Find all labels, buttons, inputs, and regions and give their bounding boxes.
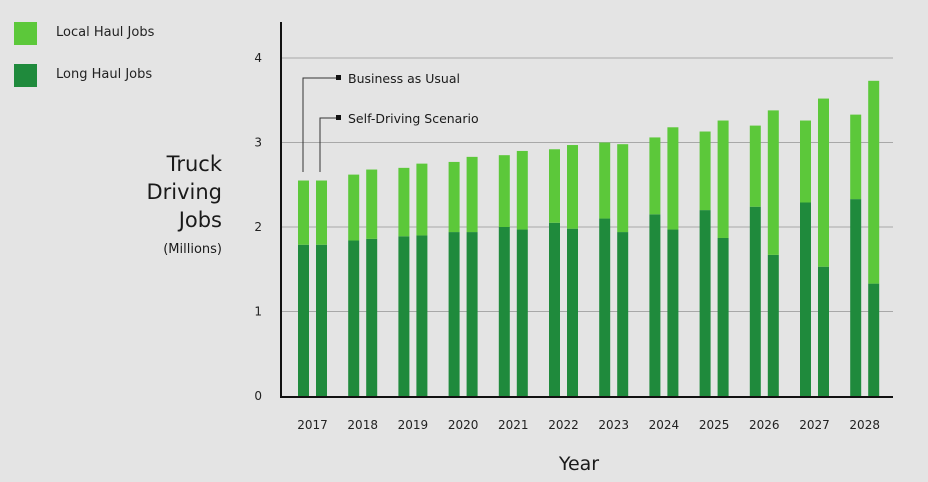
bar-selfdriving-local-haul-2027 [818, 98, 829, 267]
bar-selfdriving-long-haul-2019 [416, 235, 428, 396]
annotation-label-bau: Business as Usual [348, 71, 460, 86]
y-tick-label-3: 3 [254, 136, 262, 150]
legend-swatch-long-haul [14, 64, 37, 87]
legend-label-local-haul: Local Haul Jobs [56, 25, 155, 40]
bar-selfdriving-long-haul-2024 [667, 229, 679, 396]
legend-swatch-local-haul [14, 22, 37, 45]
bar-bau-local-haul-2019 [398, 167, 410, 237]
bar-bau-local-haul-2017 [298, 180, 309, 245]
bar-bau-long-haul-2018 [348, 240, 360, 396]
y-tick-label-2: 2 [254, 220, 262, 234]
y-axis-unit: (Millions) [163, 242, 222, 257]
bar-bau-local-haul-2026 [749, 125, 761, 207]
bar-selfdriving-local-haul-2017 [316, 180, 327, 245]
x-tick-label-2018: 2018 [347, 418, 378, 432]
legend-item-local-haul: Local Haul Jobs [14, 22, 214, 46]
bar-bau-local-haul-2024 [649, 137, 661, 215]
bar-selfdriving-local-haul-2026 [767, 110, 779, 255]
bar-selfdriving-local-haul-2024 [667, 127, 679, 230]
bar-selfdriving-local-haul-2028 [868, 80, 880, 284]
x-tick-label-2019: 2019 [398, 418, 429, 432]
y-tick-label-1: 1 [254, 305, 262, 319]
bar-selfdriving-long-haul-2027 [818, 266, 829, 396]
bar-selfdriving-long-haul-2028 [868, 283, 880, 396]
bar-bau-long-haul-2028 [850, 199, 862, 396]
bar-bau-local-haul-2027 [800, 120, 811, 203]
bar-bau-local-haul-2018 [348, 174, 360, 241]
annotation-label-selfdriving: Self-Driving Scenario [348, 111, 479, 126]
bar-selfdriving-long-haul-2020 [466, 232, 478, 396]
bar-selfdriving-long-haul-2021 [516, 229, 528, 396]
bar-selfdriving-long-haul-2017 [316, 244, 327, 396]
bar-selfdriving-local-haul-2021 [516, 150, 528, 230]
bar-bau-local-haul-2021 [498, 155, 510, 227]
x-tick-label-2024: 2024 [649, 418, 680, 432]
x-tick-label-2027: 2027 [799, 418, 830, 432]
bar-selfdriving-long-haul-2026 [767, 254, 779, 396]
y-axis-title-line-1: Truck [166, 152, 222, 176]
bar-bau-long-haul-2019 [398, 236, 410, 396]
bar-bau-long-haul-2021 [498, 227, 510, 396]
bar-bau-long-haul-2020 [448, 232, 460, 396]
x-tick-label-2017: 2017 [297, 418, 328, 432]
x-tick-label-2028: 2028 [849, 418, 880, 432]
bar-bau-long-haul-2026 [749, 206, 761, 396]
bar-bau-long-haul-2024 [649, 214, 661, 396]
bar-selfdriving-local-haul-2025 [717, 120, 729, 238]
bar-bau-long-haul-2022 [549, 222, 560, 396]
x-tick-label-2020: 2020 [448, 418, 479, 432]
legend-item-long-haul: Long Haul Jobs [14, 64, 214, 88]
bar-bau-local-haul-2025 [699, 131, 711, 211]
bar-bau-long-haul-2023 [599, 218, 611, 396]
bar-selfdriving-local-haul-2020 [466, 156, 478, 233]
bar-bau-local-haul-2028 [850, 114, 862, 200]
x-axis-title: Year [558, 453, 599, 475]
y-tick-label-0: 0 [254, 389, 262, 403]
bar-selfdriving-long-haul-2023 [617, 232, 629, 396]
x-tick-label-2022: 2022 [548, 418, 579, 432]
y-axis-title-line-2: Driving [146, 180, 222, 204]
x-tick-label-2023: 2023 [598, 418, 629, 432]
x-tick-label-2025: 2025 [699, 418, 730, 432]
bar-selfdriving-long-haul-2018 [366, 238, 378, 396]
legend-label-long-haul: Long Haul Jobs [56, 67, 153, 82]
bar-selfdriving-long-haul-2022 [567, 228, 578, 396]
annotation-marker-bau [336, 75, 341, 80]
bar-selfdriving-local-haul-2018 [366, 169, 378, 239]
y-tick-label-4: 4 [254, 51, 262, 65]
bar-selfdriving-local-haul-2023 [617, 144, 629, 233]
y-axis-title: Truck Driving Jobs (Millions) [120, 150, 222, 260]
bar-bau-local-haul-2022 [549, 149, 560, 223]
bar-selfdriving-local-haul-2019 [416, 163, 428, 236]
bar-selfdriving-long-haul-2025 [717, 237, 729, 396]
annotation-line-selfdriving [319, 117, 338, 172]
bar-bau-long-haul-2017 [298, 244, 309, 396]
x-tick-label-2026: 2026 [749, 418, 780, 432]
y-axis-title-line-3: Jobs [178, 208, 222, 232]
bar-bau-long-haul-2027 [800, 202, 811, 396]
annotation-line-bau [302, 77, 338, 172]
bar-bau-local-haul-2023 [599, 142, 611, 219]
bar-bau-long-haul-2025 [699, 210, 711, 396]
x-tick-label-2021: 2021 [498, 418, 529, 432]
annotation-marker-selfdriving [336, 115, 341, 120]
bar-selfdriving-local-haul-2022 [567, 145, 578, 229]
bar-bau-local-haul-2020 [448, 161, 460, 233]
